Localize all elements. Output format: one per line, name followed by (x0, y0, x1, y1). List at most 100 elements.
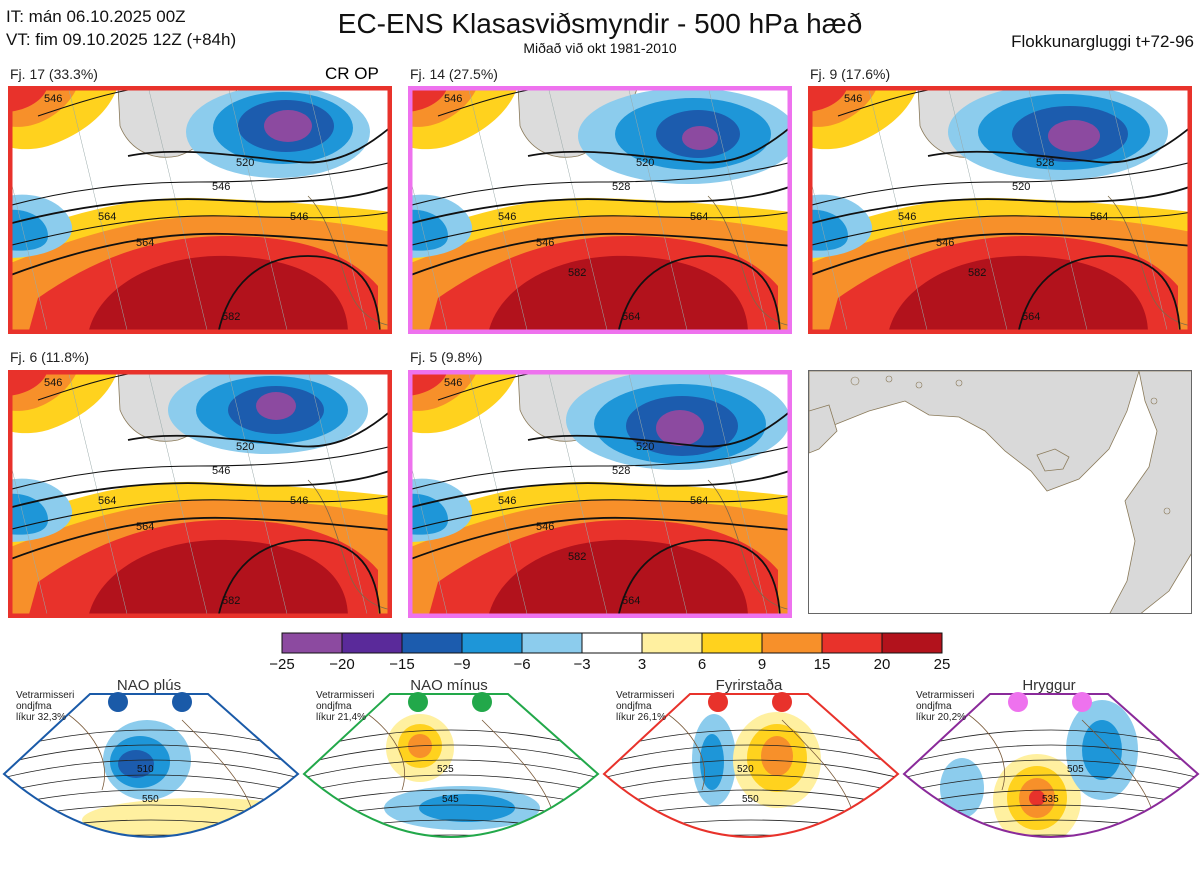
height-contour (617, 255, 781, 334)
pattern-note-line: líkur 21,4% (316, 712, 367, 723)
contour-label: 546 (536, 521, 554, 533)
pattern-contour-label: 550 (742, 794, 759, 805)
fan-outline (302, 693, 600, 838)
pattern-anomaly (940, 758, 984, 818)
pattern-contour (904, 789, 1198, 807)
regime-pattern-panel: 525 545 565 Vetrarmisseri ondjfma líkur 21,4% (302, 690, 600, 870)
pattern-contour (904, 774, 1198, 793)
cluster-1-label: Fj. 17 (33.3%) (10, 66, 98, 82)
regime-pattern-panel: 505 535 560 Vetrarmisseri ondjfma líkur 20,2% (902, 690, 1200, 870)
contour-label: 546 (898, 211, 916, 223)
height-contour (527, 125, 792, 164)
northwest-warm-anomaly (408, 86, 448, 112)
graticule-line (467, 370, 529, 618)
height-contour (808, 161, 1192, 207)
pattern-marker-dot (772, 692, 792, 712)
contour-label: 582 (568, 551, 586, 563)
pattern-anomaly (1082, 720, 1122, 780)
height-contour (8, 161, 392, 207)
western-low-anomaly (808, 209, 848, 251)
regime-pattern-map: 510 550 (2, 693, 300, 838)
graticule-line (467, 86, 529, 334)
height-contour (408, 445, 792, 491)
height-contour (408, 211, 792, 247)
contour-label: 528 (612, 465, 630, 477)
cluster-frame (408, 370, 792, 618)
pattern-contour (304, 774, 598, 793)
pattern-contour-label: 525 (437, 764, 454, 775)
pattern-title: NAO mínus (410, 677, 488, 694)
contour-label: 520 (636, 157, 654, 169)
graticule-line (627, 86, 689, 334)
pattern-note-line: Vetrarmisseri (316, 690, 375, 701)
regime-pattern-map: 505 535 560 (902, 693, 1200, 838)
pattern-note-line: Vetrarmisseri (616, 690, 675, 701)
colorbar-tick-label: 20 (873, 656, 891, 673)
graticule-line (547, 370, 609, 618)
contour-label: 546 (444, 93, 462, 105)
colorbar-swatch (341, 632, 403, 654)
height-contour (408, 161, 792, 207)
cluster-frame (408, 86, 792, 334)
pattern-contour (604, 789, 898, 807)
pattern-marker-dot (172, 692, 192, 712)
height-contour (408, 469, 792, 509)
cluster-map-1: 546 520 546 564 546 564 582 (8, 86, 392, 334)
coastline (707, 479, 792, 611)
cluster-frame (8, 370, 392, 618)
height-contour (927, 125, 1192, 164)
pattern-note-line: ondjfma (16, 701, 52, 712)
colorbar-tick-label: 9 (757, 656, 767, 673)
height-contour (408, 232, 792, 277)
graticule-line (627, 370, 689, 618)
page-title: EC-ENS Klasasviðsmyndir - 500 hPa hæð (337, 8, 863, 39)
ridge-anomaly-band (888, 255, 1148, 334)
colorbar-swatch (581, 632, 643, 654)
trough-anomaly (264, 110, 312, 142)
height-contour (8, 445, 392, 491)
pattern-marker-dot (1072, 692, 1092, 712)
colorbar-tick-label: 6 (697, 656, 707, 673)
colorbar-tick-label: 15 (813, 656, 831, 673)
height-contour (8, 232, 392, 277)
pattern-coastline (61, 709, 253, 811)
contour-label: 564 (136, 521, 154, 533)
graticule-line (947, 86, 1009, 334)
colorbar-tick-label: −25 (269, 656, 295, 673)
fan-outline (602, 693, 900, 838)
pattern-marker-dot (108, 692, 128, 712)
trough-anomaly (1048, 120, 1100, 152)
regime-pattern-panel: 520 550 560 Vetrarmisseri ondjfma líkur 26,1% (602, 690, 900, 870)
pattern-coastline (361, 709, 553, 811)
graticule-line (147, 370, 209, 618)
pattern-contour-label: 550 (142, 794, 159, 805)
colorbar-swatch (701, 632, 763, 654)
pattern-note-line: líkur 32,3% (16, 712, 67, 723)
height-contour (408, 516, 792, 561)
pattern-note-line: ondjfma (316, 701, 352, 712)
coastline (707, 195, 792, 327)
pattern-note-line: ondjfma (916, 701, 952, 712)
fan-outline (2, 693, 300, 838)
colorbar-tick-label: 3 (637, 656, 647, 673)
height-contour (408, 185, 792, 225)
contour-label: 582 (222, 311, 240, 323)
colorbar-swatch (821, 632, 883, 654)
contour-label: 546 (212, 465, 230, 477)
pattern-contour (604, 834, 898, 837)
height-contour (8, 516, 392, 561)
pattern-contour-label: 545 (442, 794, 459, 805)
pattern-contour (4, 759, 298, 779)
contour-label: 546 (290, 211, 308, 223)
pattern-title: Fyrirstaða (715, 677, 783, 694)
height-contour (527, 409, 792, 448)
graticule-line (227, 370, 289, 618)
contour-label: 528 (1036, 157, 1054, 169)
height-contour (1017, 255, 1181, 334)
colorbar-swatch (521, 632, 583, 654)
trough-anomaly (656, 410, 704, 446)
pattern-contour (604, 744, 898, 765)
pattern-title: Hryggur (1022, 677, 1076, 694)
cluster-map-4: 546 520 546 564 546 564 582 (8, 370, 392, 618)
northwest-warm-anomaly (8, 370, 48, 396)
